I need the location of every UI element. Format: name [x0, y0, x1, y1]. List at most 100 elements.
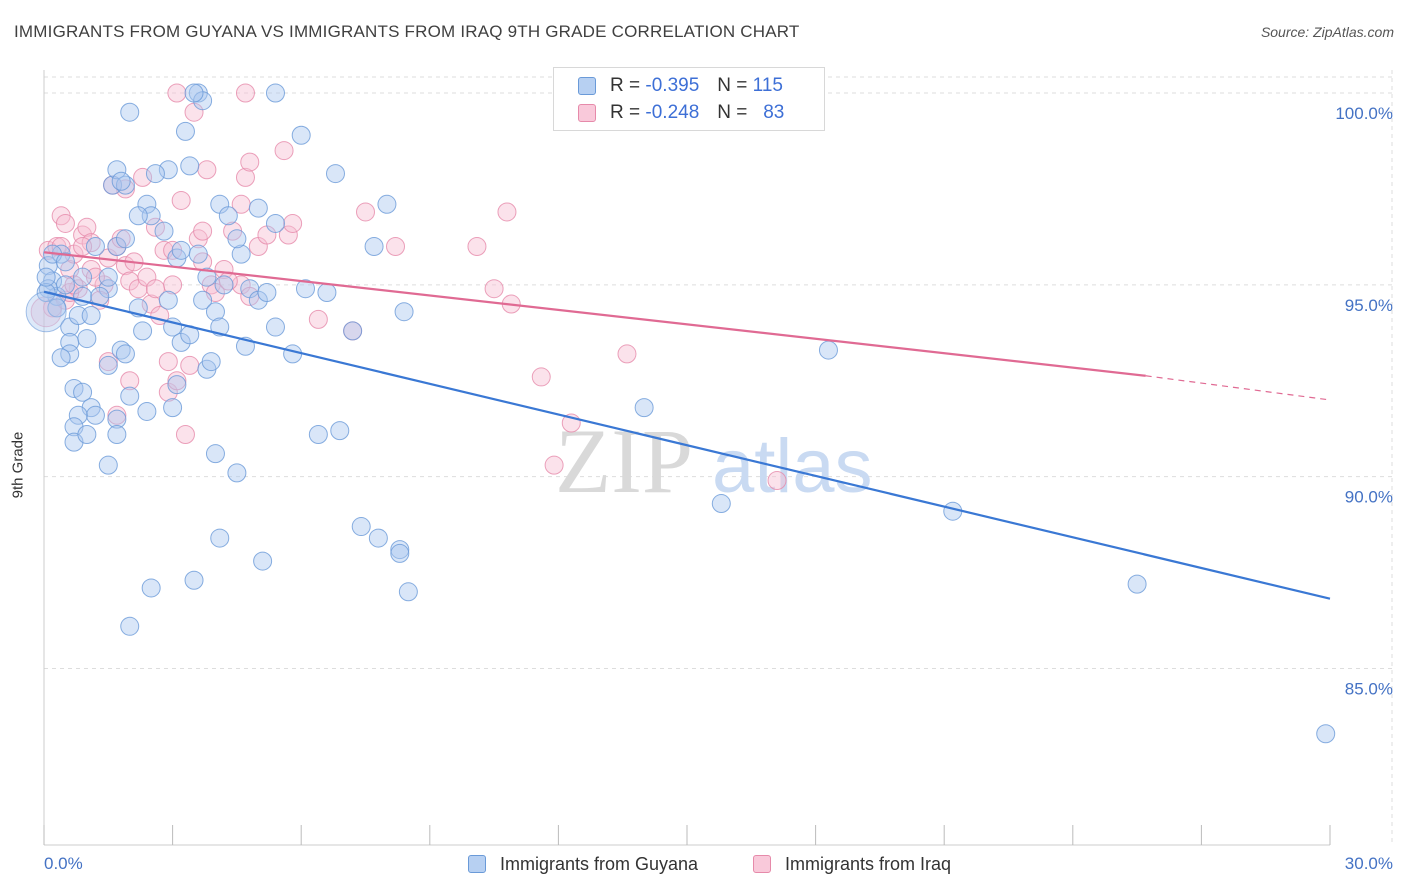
guyana-point — [330, 421, 350, 441]
guyana-point — [180, 156, 200, 176]
guyana-trendline — [43, 290, 1331, 600]
bottom-legend-guyana: Immigrants from Guyana — [468, 851, 698, 877]
guyana-point — [85, 236, 105, 256]
legend-r-guyana: -0.395 — [645, 75, 700, 96]
guyana-point — [325, 164, 345, 184]
guyana-point — [253, 551, 273, 571]
legend-swatch-guyana — [578, 77, 596, 95]
watermark-zip: ZIP — [555, 410, 693, 512]
guyana-point — [77, 329, 97, 349]
iraq-point — [274, 141, 294, 161]
guyana-point — [120, 102, 140, 122]
iraq-trendline-extension — [1145, 375, 1331, 401]
x-tick-label: 30.0% — [1345, 854, 1393, 873]
y-tick-label: 100.0% — [1335, 104, 1393, 123]
guyana-point — [73, 382, 93, 402]
guyana-point — [120, 616, 140, 636]
guyana-point — [25, 291, 67, 333]
guyana-point — [295, 279, 315, 299]
guyana-point — [107, 409, 127, 429]
iraq-point — [531, 367, 551, 387]
guyana-point — [51, 348, 71, 368]
guyana-point — [141, 578, 161, 598]
legend-n-label: N = — [717, 102, 748, 123]
guyana-point — [115, 344, 135, 364]
bottom-legend-iraq: Immigrants from Iraq — [753, 851, 951, 877]
y-tick-label: 90.0% — [1345, 488, 1393, 507]
iraq-point — [197, 160, 217, 180]
iraq-point — [308, 309, 328, 329]
trendlines — [43, 251, 1331, 600]
y-tick-labels: 85.0% 90.0% 95.0% 100.0% — [1335, 104, 1393, 698]
guyana-point — [133, 321, 153, 341]
iraq-point — [278, 225, 298, 245]
guyana-point — [818, 340, 838, 360]
guyana-point — [158, 290, 178, 310]
legend-n-guyana: 115 — [752, 75, 783, 96]
guyana-point — [68, 405, 88, 425]
guyana-point — [107, 160, 127, 180]
guyana-point — [55, 275, 75, 295]
iraq-point — [55, 213, 75, 233]
guyana-point — [634, 398, 654, 418]
iraq-point — [30, 296, 62, 328]
stats-legend: R = -0.395 N = 115 R = -0.248 N = 83 — [553, 67, 825, 131]
iraq-point — [617, 344, 637, 364]
iraq-point — [167, 83, 187, 103]
iraq-point — [158, 352, 178, 372]
guyana-point — [227, 463, 247, 483]
iraq-trendline — [43, 251, 1146, 377]
legend-swatch-iraq — [578, 104, 596, 122]
guyana-point — [36, 267, 56, 287]
bottom-legend-guyana-label: Immigrants from Guyana — [500, 853, 699, 874]
guyana-point — [154, 221, 174, 241]
iraq-point — [544, 455, 564, 475]
guyana-point — [128, 206, 148, 226]
iraq-point — [767, 471, 787, 491]
iraq-point — [235, 83, 255, 103]
guyana-point — [343, 321, 363, 341]
guyana-point — [317, 283, 337, 303]
guyana-point — [107, 424, 127, 444]
iraq-point — [180, 355, 200, 375]
guyana-point — [171, 240, 191, 260]
guyana-point — [368, 528, 388, 548]
iraq-point — [120, 371, 140, 391]
guyana-point — [175, 121, 195, 141]
guyana-point — [205, 444, 225, 464]
legend-row-iraq: R = -0.248 N = 83 — [578, 101, 784, 125]
guyana-point — [205, 302, 225, 322]
bottom-swatch-guyana — [468, 855, 486, 873]
guyana-point — [390, 543, 410, 563]
guyana-point — [711, 494, 731, 514]
guyana-point — [1127, 574, 1147, 594]
watermark: ZIP atlas — [555, 410, 873, 512]
axes — [43, 70, 1331, 846]
iraq-point — [467, 236, 487, 256]
guyana-point — [193, 290, 213, 310]
guyana-point — [77, 424, 97, 444]
iraq-point — [235, 167, 255, 187]
guyana-point — [377, 194, 397, 214]
guyana-point — [291, 125, 311, 145]
guyana-point — [184, 570, 204, 590]
iraq-point — [77, 217, 97, 237]
chart-title: IMMIGRANTS FROM GUYANA VS IMMIGRANTS FRO… — [14, 22, 800, 41]
guyana-point — [158, 160, 178, 180]
grid-lines — [44, 70, 1393, 845]
iraq-point — [240, 152, 260, 172]
iraq-point — [497, 202, 517, 222]
guyana-point — [214, 275, 234, 295]
guyana-point — [115, 229, 135, 249]
iraq-point — [133, 167, 153, 187]
x-tick-labels: 0.0% 30.0% — [44, 854, 1393, 873]
guyana-point — [201, 352, 221, 372]
iraq-point — [193, 221, 213, 241]
iraq-point — [175, 424, 195, 444]
legend-n-iraq: 83 — [763, 102, 785, 123]
guyana-point — [81, 306, 101, 326]
x-tick-label: 0.0% — [44, 854, 83, 873]
guyana-point — [248, 198, 268, 218]
iraq-point — [171, 190, 191, 210]
legend-n-label: N = — [717, 75, 748, 96]
